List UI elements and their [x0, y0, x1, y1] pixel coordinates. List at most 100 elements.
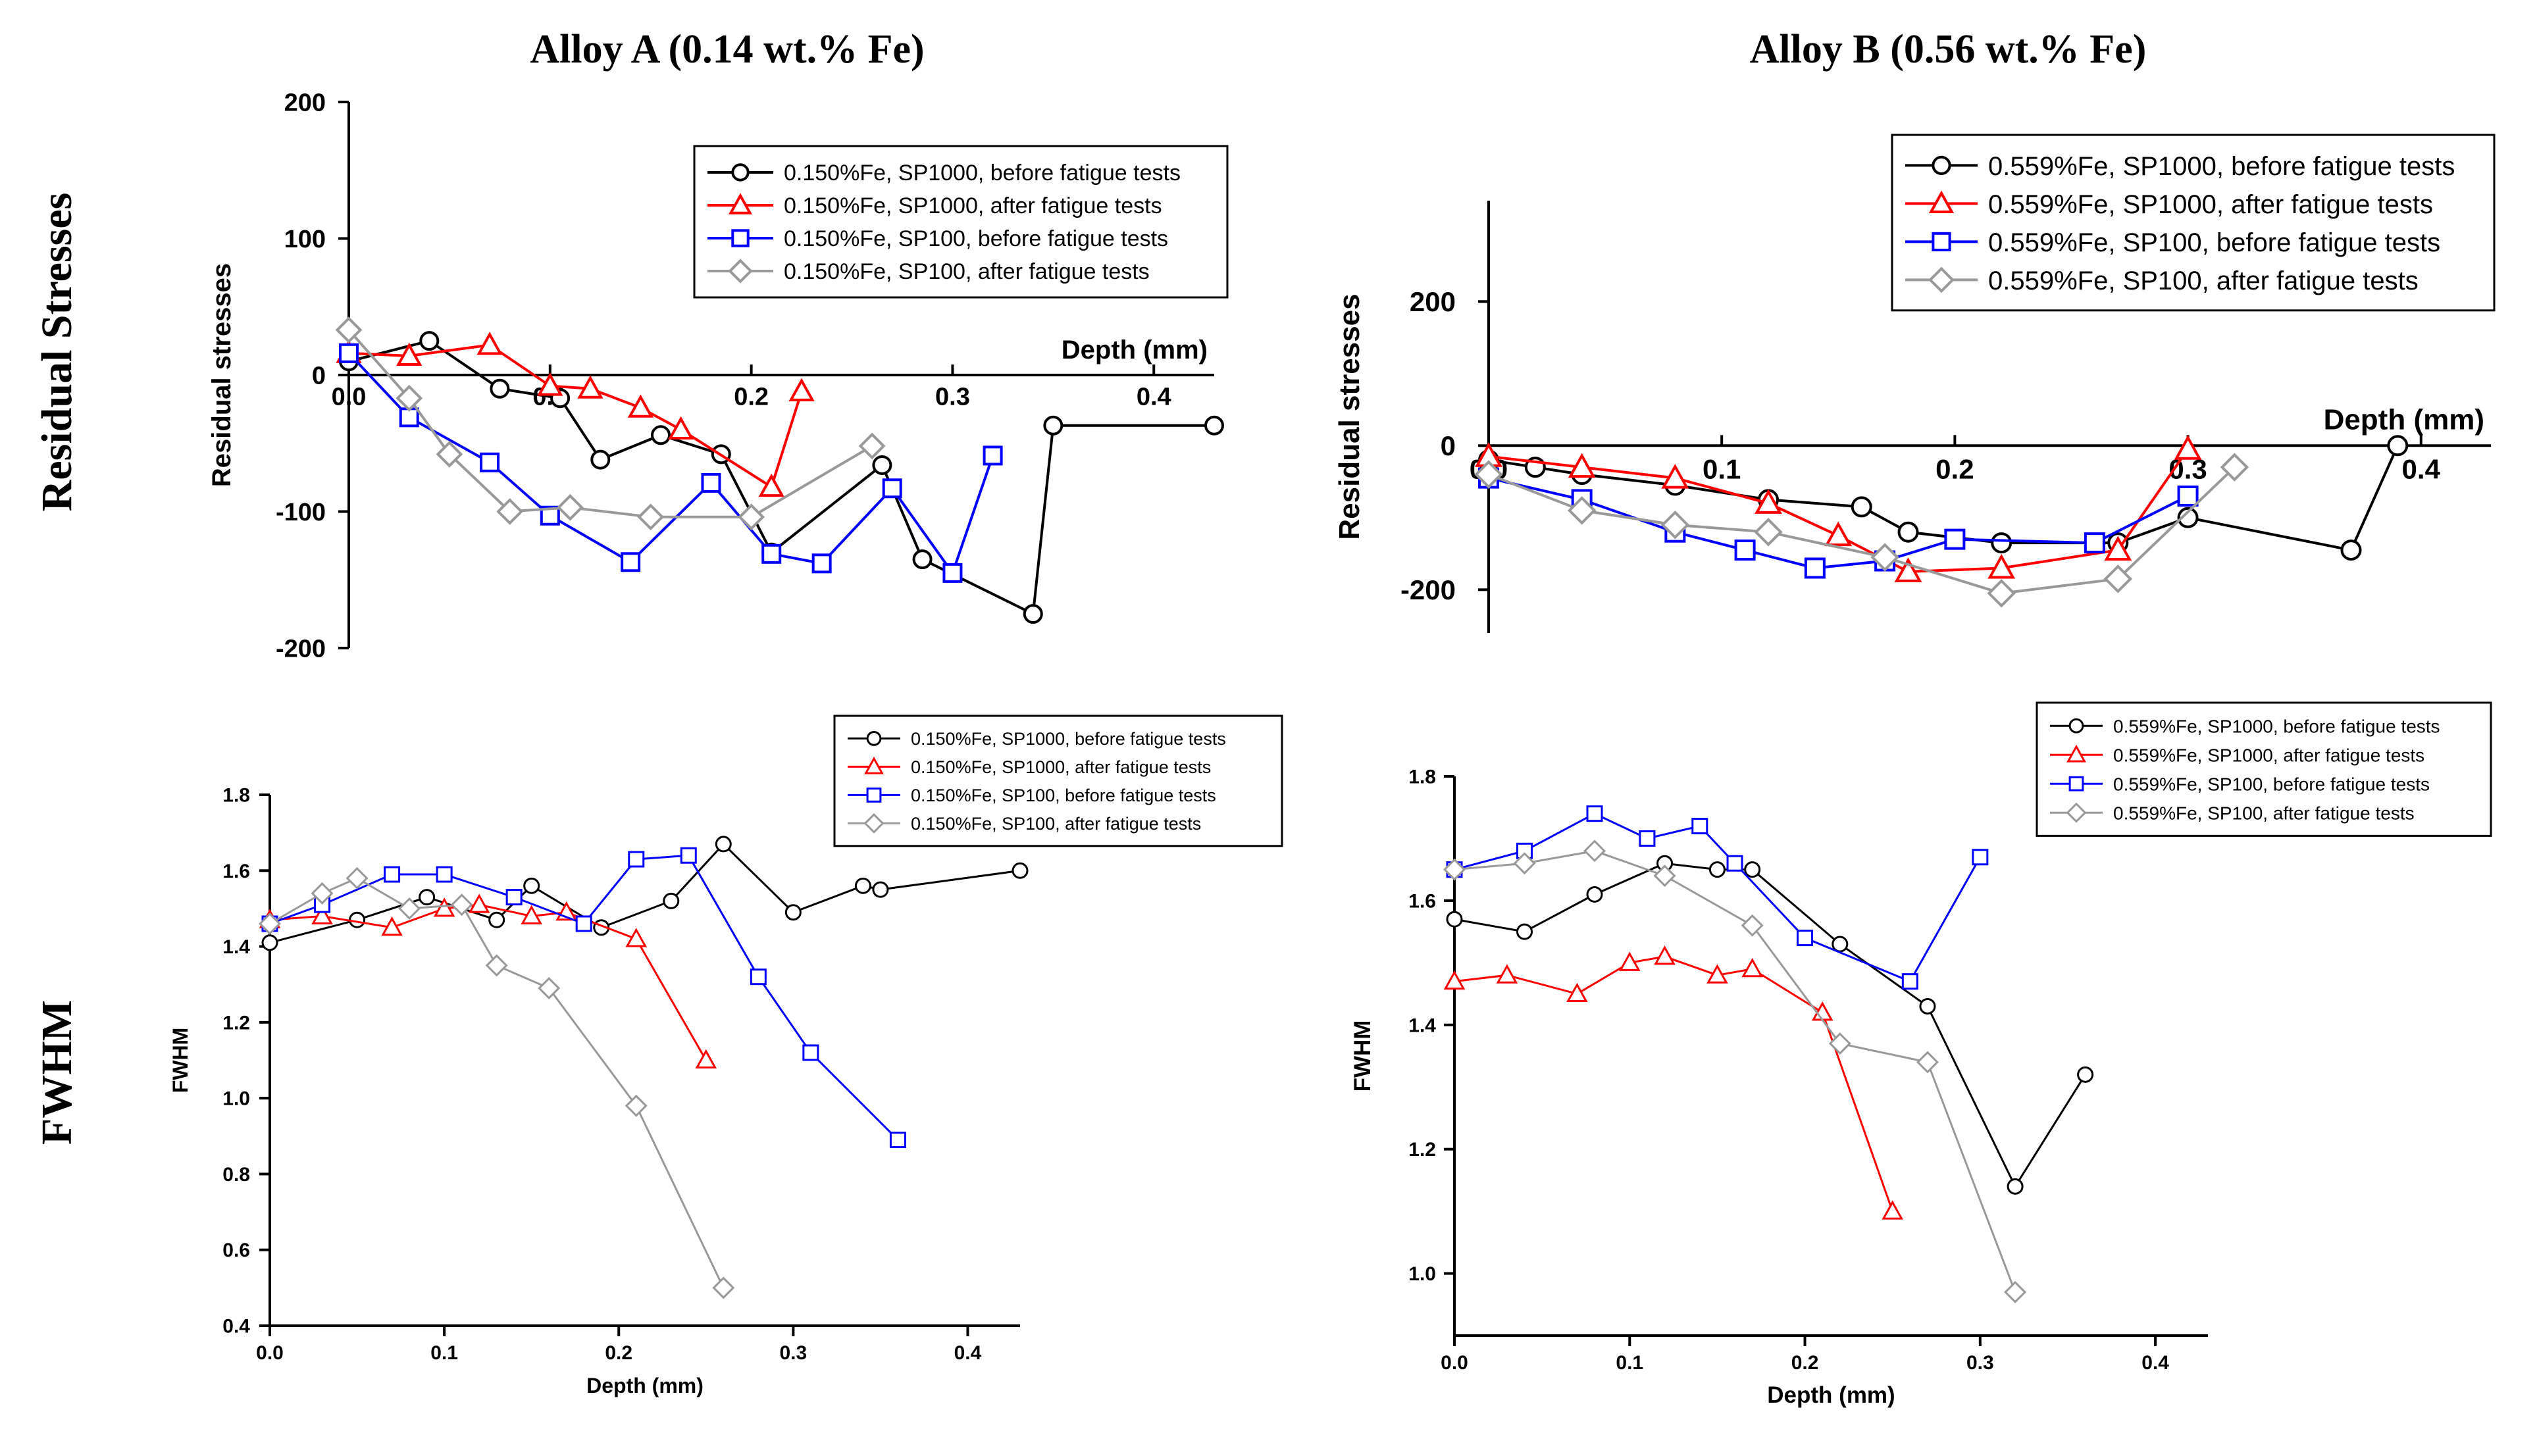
legend-swatch-marker — [864, 756, 884, 774]
data-point — [349, 911, 366, 928]
legend-label: 0.559%Fe, SP1000, before fatigue tests — [1988, 152, 2455, 181]
data-point — [1741, 957, 1763, 978]
data-point — [2004, 1280, 2027, 1303]
data-point — [882, 478, 902, 499]
data-point — [2103, 565, 2133, 593]
data-point — [621, 552, 641, 572]
data-point — [712, 1276, 735, 1299]
data-point — [1443, 970, 1466, 990]
legend-label: 0.150%Fe, SP100, after fatigue tests — [911, 814, 1201, 834]
y-tick-label: 0.4 — [222, 1316, 250, 1338]
data-point — [667, 416, 694, 439]
data-point — [1726, 855, 1743, 872]
legend-label: 0.559%Fe, SP1000, before fatigue tests — [2113, 716, 2440, 736]
data-point — [419, 331, 440, 351]
data-point — [663, 892, 680, 909]
y-tick-label: 200 — [1410, 286, 1456, 317]
y-axis-label: Residual stresses — [207, 263, 236, 487]
data-point — [488, 911, 505, 928]
data-point — [1919, 997, 1936, 1015]
data-point — [628, 851, 645, 868]
data-point — [1897, 521, 1919, 543]
legend-swatch-marker — [2068, 718, 2084, 734]
data-point — [490, 378, 510, 399]
data-point — [1916, 1051, 1939, 1074]
data-point — [1639, 830, 1656, 847]
column-title-alloy-a: Alloy A (0.14 wt.% Fe) — [530, 27, 924, 72]
data-point — [1894, 557, 1922, 582]
data-point — [1754, 517, 1783, 547]
data-point — [505, 889, 523, 906]
column-title-alloy-b: Alloy B (0.56 wt.% Fe) — [1750, 27, 2147, 72]
y-tick-label: 0.8 — [222, 1164, 250, 1186]
y-tick-label: 1.0 — [1408, 1263, 1436, 1285]
legend-label: 0.150%Fe, SP100, before fatigue tests — [911, 786, 1216, 805]
data-point — [259, 913, 281, 935]
data-point — [2174, 435, 2202, 460]
data-point — [872, 455, 892, 475]
chart-alloy-b-fwhm: 1.0 1.2 1.4 1.6 1.8 0.0 0.1 0.2 0.3 0.4 Depth (mm)… — [1350, 701, 2492, 1408]
x-axis-label: Depth (mm) — [586, 1374, 704, 1397]
data-point — [557, 493, 584, 521]
legend-swatch-marker — [1928, 266, 1955, 293]
data-point — [1653, 865, 1676, 888]
x-axis-label: Depth (mm) — [1767, 1382, 1895, 1408]
data-point — [575, 915, 592, 932]
data-point — [433, 897, 455, 917]
data-point — [381, 916, 403, 936]
data-point — [1586, 805, 1603, 822]
data-point — [1741, 914, 1764, 937]
data-point — [521, 905, 542, 924]
data-point — [1755, 489, 1782, 514]
y-tick-label: 1.6 — [222, 861, 250, 882]
data-point — [1734, 540, 1756, 561]
data-point — [858, 432, 886, 460]
data-point — [625, 928, 648, 947]
legend-label: 0.559%Fe, SP100, before fatigue tests — [2113, 774, 2430, 794]
x-tick-label: 0.4 — [2141, 1352, 2169, 1374]
y-tick-label: 1.2 — [1408, 1139, 1436, 1161]
data-point — [1824, 521, 1853, 547]
y-tick-label: 1.4 — [222, 936, 250, 958]
data-point — [1901, 973, 1918, 990]
y-axis-label: Residual stresses — [1333, 293, 1366, 540]
data-point — [872, 881, 889, 898]
legend-label: 0.559%Fe, SP100, after fatigue tests — [2113, 803, 2415, 823]
legend-swatch-marker — [731, 229, 750, 247]
data-point — [2084, 532, 2105, 554]
legend-label: 0.150%Fe, SP100, after fatigue tests — [784, 259, 1150, 284]
data-point — [1870, 543, 1899, 572]
legend-swatch-marker — [1928, 190, 1955, 213]
y-tick-label: 100 — [284, 226, 326, 253]
data-point — [1583, 840, 1606, 863]
legend-box — [1891, 134, 2496, 312]
data-point — [1567, 496, 1597, 525]
data-point — [577, 375, 603, 399]
data-point — [637, 503, 665, 531]
data-point — [1516, 923, 1533, 940]
data-point — [1991, 532, 2012, 554]
x-tick-label: 0.2 — [605, 1342, 632, 1364]
y-tick-label: 0 — [1441, 430, 1456, 461]
data-point — [1654, 945, 1676, 965]
y-tick-label: -200 — [276, 635, 326, 663]
x-tick-label: 0.3 — [935, 384, 970, 411]
data-point — [346, 866, 369, 890]
series-line — [348, 339, 1214, 616]
y-tick-label: -200 — [1400, 574, 1456, 605]
legend-swatch-marker — [2068, 776, 2084, 791]
data-point — [1832, 936, 1849, 953]
data-point — [590, 449, 611, 470]
data-point — [2340, 540, 2362, 561]
y-tick-label: 1.8 — [222, 785, 250, 807]
legend-label: 0.150%Fe, SP1000, after fatigue tests — [784, 193, 1162, 218]
data-point — [436, 440, 463, 468]
x-tick-label: 0.2 — [1935, 454, 1974, 485]
data-point — [2177, 485, 2199, 507]
data-point — [480, 452, 500, 472]
y-tick-label: 1.0 — [222, 1088, 250, 1110]
y-tick-label: 0.6 — [222, 1240, 250, 1261]
